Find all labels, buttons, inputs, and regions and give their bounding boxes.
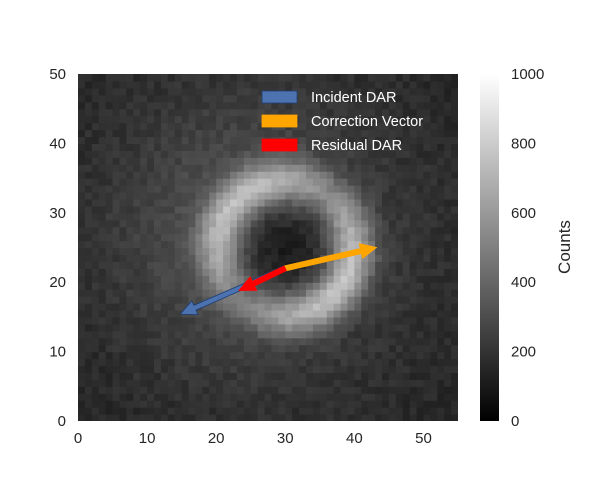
colorbar-tick-label: 800: [511, 135, 536, 152]
colorbar: [480, 74, 499, 421]
vector-arrows: [179, 243, 378, 316]
y-tick-label: 40: [49, 135, 66, 152]
colorbar-tick-label: 200: [511, 344, 536, 361]
x-axis-ticks: 0 10 20 30 40 50: [74, 430, 432, 447]
colorbar-tick-label: 400: [511, 274, 536, 291]
y-tick-label: 30: [49, 205, 66, 222]
legend-label: Residual DAR: [311, 138, 402, 154]
colorbar-ticks: 0 200 400 600 800 1000: [511, 66, 544, 430]
x-tick-label: 50: [415, 430, 432, 447]
legend: Incident DAR Correction Vector Residual DA…: [261, 90, 423, 154]
y-tick-label: 0: [58, 413, 66, 430]
y-tick-label: 50: [49, 66, 66, 83]
legend-swatch: [261, 138, 298, 152]
arrow-correction-vector: [284, 243, 378, 272]
y-tick-label: 10: [49, 344, 66, 361]
colorbar-tick-label: 1000: [511, 66, 544, 83]
legend-label: Incident DAR: [311, 90, 396, 106]
x-tick-label: 20: [208, 430, 225, 447]
legend-swatch: [261, 114, 298, 128]
colorbar-label: Counts: [555, 220, 574, 274]
x-tick-label: 0: [74, 430, 82, 447]
colorbar-tick-label: 0: [511, 413, 519, 430]
legend-swatch: [261, 90, 298, 104]
x-tick-label: 30: [277, 430, 294, 447]
x-tick-label: 10: [139, 430, 156, 447]
y-axis-ticks: 0 10 20 30 40 50: [49, 66, 66, 430]
x-tick-label: 40: [346, 430, 363, 447]
colorbar-tick-label: 600: [511, 205, 536, 222]
arrow-residual-dar: [238, 265, 287, 291]
legend-label: Correction Vector: [311, 114, 423, 130]
y-tick-label: 20: [49, 274, 66, 291]
